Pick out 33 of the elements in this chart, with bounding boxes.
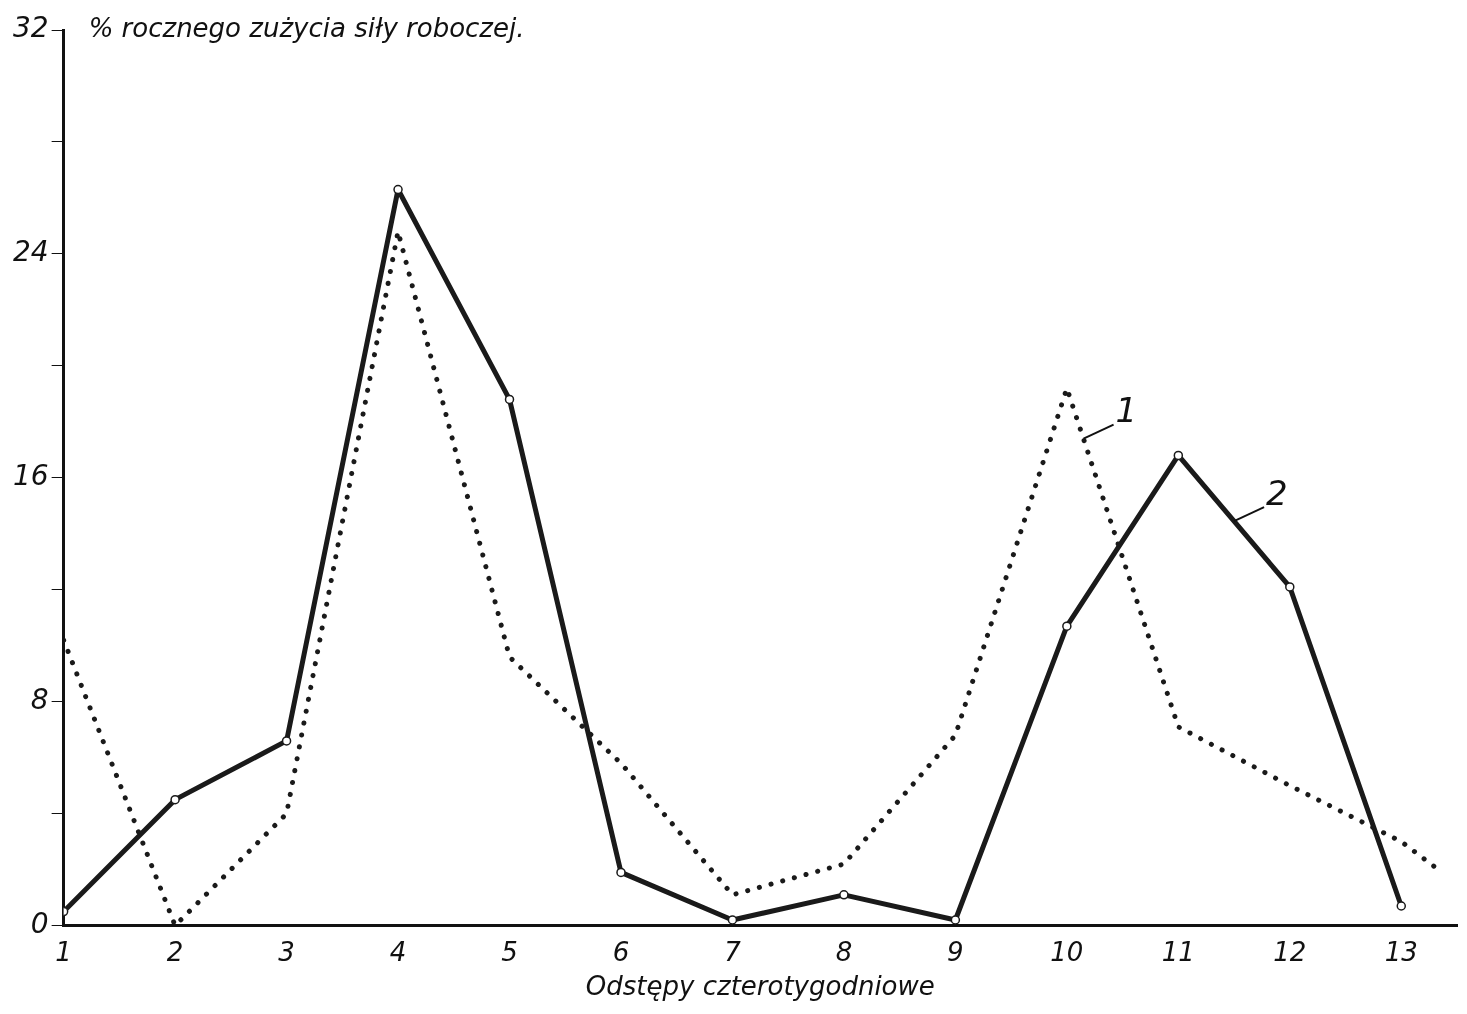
y-tick-label: 8 bbox=[30, 682, 49, 716]
x-tick-label: 7 bbox=[724, 936, 742, 967]
x-tick-label: 2 bbox=[166, 936, 184, 967]
point bbox=[170, 794, 180, 805]
x-tick-label: 6 bbox=[612, 936, 630, 967]
point bbox=[504, 394, 515, 405]
x-tick-label: 12 bbox=[1273, 936, 1307, 967]
x-tick-label: 4 bbox=[389, 936, 407, 967]
x-tick-label: 9 bbox=[947, 936, 964, 967]
point bbox=[1062, 621, 1072, 631]
x-tick-label: 10 bbox=[1050, 936, 1084, 967]
y-tick-label: 24 bbox=[12, 235, 49, 269]
point bbox=[839, 890, 849, 900]
x-tick-label: 5 bbox=[501, 936, 518, 967]
y-tick-label: 32 bbox=[12, 11, 49, 45]
x-tick-label: 3 bbox=[278, 936, 295, 967]
x-tick-label: 8 bbox=[835, 936, 853, 967]
annotation: 1 bbox=[1115, 390, 1138, 431]
annotation: 2 bbox=[1266, 473, 1288, 514]
y-tick-label: 16 bbox=[12, 459, 49, 493]
y-axis-title: % rocznego zużycia siły roboczej. bbox=[88, 12, 525, 43]
y-tick-label: 0 bbox=[30, 906, 49, 940]
x-axis-title: Odstępy czterotygodniowe bbox=[585, 971, 935, 1002]
x-tick-label: 11 bbox=[1161, 936, 1195, 967]
point bbox=[727, 915, 738, 925]
x-tick-label: 1 bbox=[55, 936, 72, 967]
point bbox=[1285, 582, 1295, 592]
point bbox=[616, 867, 626, 878]
point bbox=[1173, 450, 1184, 461]
point bbox=[281, 736, 292, 746]
point bbox=[950, 915, 961, 925]
point bbox=[1396, 901, 1407, 911]
x-tick-label: 13 bbox=[1384, 936, 1418, 967]
